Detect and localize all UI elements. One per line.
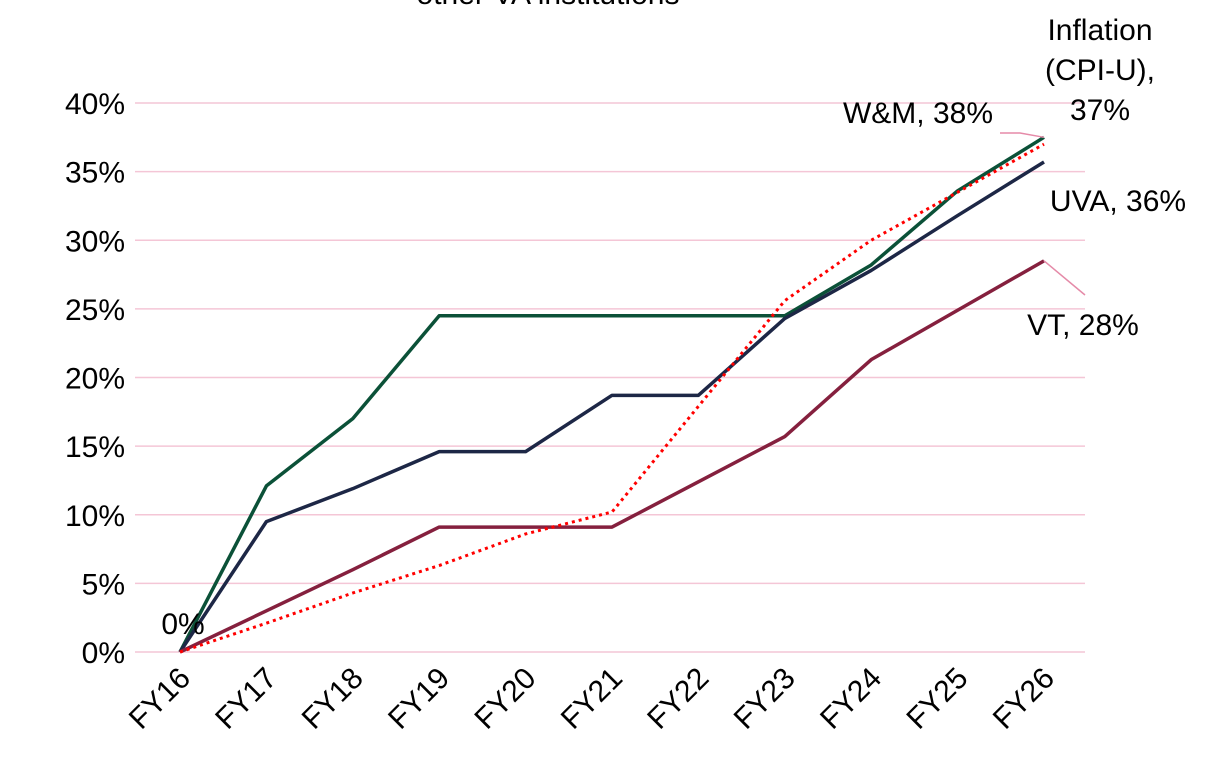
y-tick-label: 25% [65, 294, 125, 327]
data-label: Inflation (CPI-U), 37% [1045, 14, 1155, 127]
y-tick-label: 15% [65, 431, 125, 464]
data-label: W&M, 38% [843, 97, 993, 130]
x-tick-label: FY24 [814, 662, 888, 736]
chart-title: other VA institutions [417, 0, 680, 11]
series-line [178, 160, 1045, 653]
x-tick-label: FY19 [382, 662, 456, 736]
x-tick-label: FY25 [901, 662, 975, 736]
y-tick-label: 20% [65, 363, 125, 396]
series-line [179, 259, 1045, 654]
y-tick-label: 0% [82, 637, 125, 670]
data-label-line: Inflation [1047, 14, 1152, 47]
x-tick-label: FY16 [123, 662, 197, 736]
x-tick-label: FY21 [555, 662, 629, 736]
leader-line [1000, 132, 1045, 139]
series-line [178, 135, 1045, 653]
data-label-line: (CPI-U), [1045, 54, 1155, 87]
y-tick-label: 5% [82, 568, 125, 601]
x-tick-label: FY26 [987, 662, 1061, 736]
series-line [179, 142, 1045, 654]
data-label: 0% [161, 608, 204, 641]
leader-line [1043, 260, 1086, 296]
x-tick-label: FY20 [469, 662, 543, 736]
x-tick-label: FY17 [209, 662, 283, 736]
x-tick-label: FY22 [641, 662, 715, 736]
data-label: VT, 28% [1027, 309, 1139, 342]
data-label: UVA, 36% [1050, 185, 1186, 218]
y-tick-label: 10% [65, 500, 125, 533]
x-tick-label: FY23 [728, 662, 802, 736]
y-tick-label: 30% [65, 225, 125, 258]
data-label-line: 37% [1070, 94, 1130, 127]
y-tick-label: 40% [65, 88, 125, 121]
x-tick-label: FY18 [296, 662, 370, 736]
y-tick-label: 35% [65, 157, 125, 190]
